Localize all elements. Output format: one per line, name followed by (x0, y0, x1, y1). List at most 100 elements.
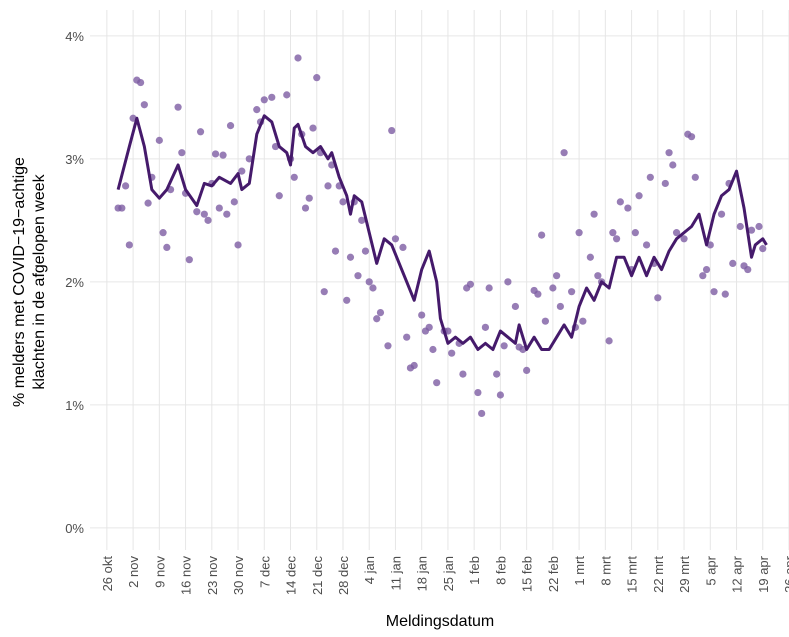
data-point (230, 198, 238, 206)
y-axis-label: klachten in de afgelopen week (31, 173, 48, 389)
data-point (590, 210, 598, 218)
data-point (193, 208, 201, 216)
data-point (616, 198, 624, 206)
x-tick-label: 12 apr (730, 555, 745, 593)
x-tick-label: 2 nov (126, 556, 141, 588)
data-point (403, 333, 411, 341)
data-point (702, 265, 711, 274)
data-point (605, 337, 613, 345)
data-point (268, 93, 276, 101)
x-tick-label: 5 apr (703, 555, 718, 585)
data-point (669, 161, 677, 169)
data-point (481, 323, 490, 331)
x-tick-label: 1 feb (467, 556, 482, 585)
data-point (511, 302, 519, 311)
data-point (399, 243, 407, 252)
x-tick-label: 29 mrt (677, 556, 692, 593)
data-point (612, 235, 621, 243)
data-point (301, 204, 310, 212)
data-point (755, 222, 763, 231)
data-point (631, 229, 639, 237)
data-point (560, 149, 568, 157)
data-point (744, 265, 752, 274)
data-point (523, 366, 531, 375)
data-point (579, 317, 587, 325)
data-point (361, 247, 370, 255)
data-point (485, 284, 493, 292)
y-axis-label: % melders met COVID−19−achtige (11, 157, 28, 407)
y-tick-label: 0% (65, 521, 84, 536)
x-tick-label: 21 dec (310, 556, 325, 596)
x-tick-label: 7 dec (257, 556, 272, 588)
data-point (226, 122, 235, 130)
x-tick-label: 4 jan (362, 556, 377, 584)
x-tick-label: 22 feb (546, 556, 561, 592)
data-point (672, 229, 681, 237)
data-point (642, 241, 651, 249)
x-tick-label: 15 mrt (625, 556, 640, 593)
data-point (448, 349, 456, 357)
data-point (346, 253, 355, 261)
data-point (309, 124, 317, 132)
data-point (238, 167, 246, 175)
data-point (459, 370, 467, 378)
data-point (504, 278, 512, 286)
data-point (759, 245, 767, 253)
data-point (418, 311, 426, 319)
data-point (635, 192, 643, 200)
data-point (534, 290, 542, 298)
data-point (747, 226, 756, 234)
data-point (245, 155, 253, 163)
x-tick-label: 30 nov (231, 556, 246, 596)
x-tick-label: 19 apr (756, 555, 771, 593)
data-point (721, 290, 729, 298)
data-point (219, 151, 227, 159)
data-point (211, 150, 220, 158)
data-point (320, 288, 328, 296)
data-point (410, 361, 418, 370)
data-point (661, 179, 669, 188)
data-point (324, 182, 332, 190)
data-point (125, 241, 133, 249)
x-tick-label: 18 jan (415, 556, 430, 591)
data-point (118, 204, 126, 212)
data-point (253, 106, 261, 114)
data-point (549, 284, 557, 292)
data-point (144, 199, 152, 207)
data-point (575, 229, 583, 237)
x-tick-label: 23 nov (205, 556, 220, 596)
data-point (568, 288, 576, 296)
data-point (283, 91, 291, 99)
data-point (163, 243, 171, 252)
data-point (215, 204, 223, 212)
data-point (433, 379, 441, 387)
data-point (717, 210, 726, 218)
x-tick-label: 9 nov (152, 556, 167, 588)
data-point (493, 370, 501, 378)
data-point (369, 284, 377, 292)
data-point (223, 210, 231, 218)
data-point (594, 272, 602, 280)
data-point (204, 216, 212, 224)
x-tick-label: 15 feb (520, 556, 535, 592)
data-point (331, 247, 340, 255)
data-point (140, 101, 148, 109)
data-point (136, 78, 145, 87)
data-point (710, 288, 718, 296)
data-point (159, 229, 167, 237)
y-tick-label: 1% (65, 398, 84, 413)
data-point (665, 149, 673, 157)
y-tick-label: 4% (65, 29, 84, 44)
data-point (699, 272, 707, 280)
data-point (388, 126, 396, 135)
x-tick-label: 8 feb (493, 556, 508, 585)
y-tick-label: 2% (65, 275, 84, 290)
data-point (384, 342, 392, 350)
y-tick-label: 3% (65, 152, 84, 167)
data-point (654, 294, 662, 302)
data-point (691, 173, 699, 181)
data-point (200, 210, 208, 218)
data-point (294, 54, 302, 62)
data-point (429, 345, 437, 354)
data-point (646, 173, 654, 181)
